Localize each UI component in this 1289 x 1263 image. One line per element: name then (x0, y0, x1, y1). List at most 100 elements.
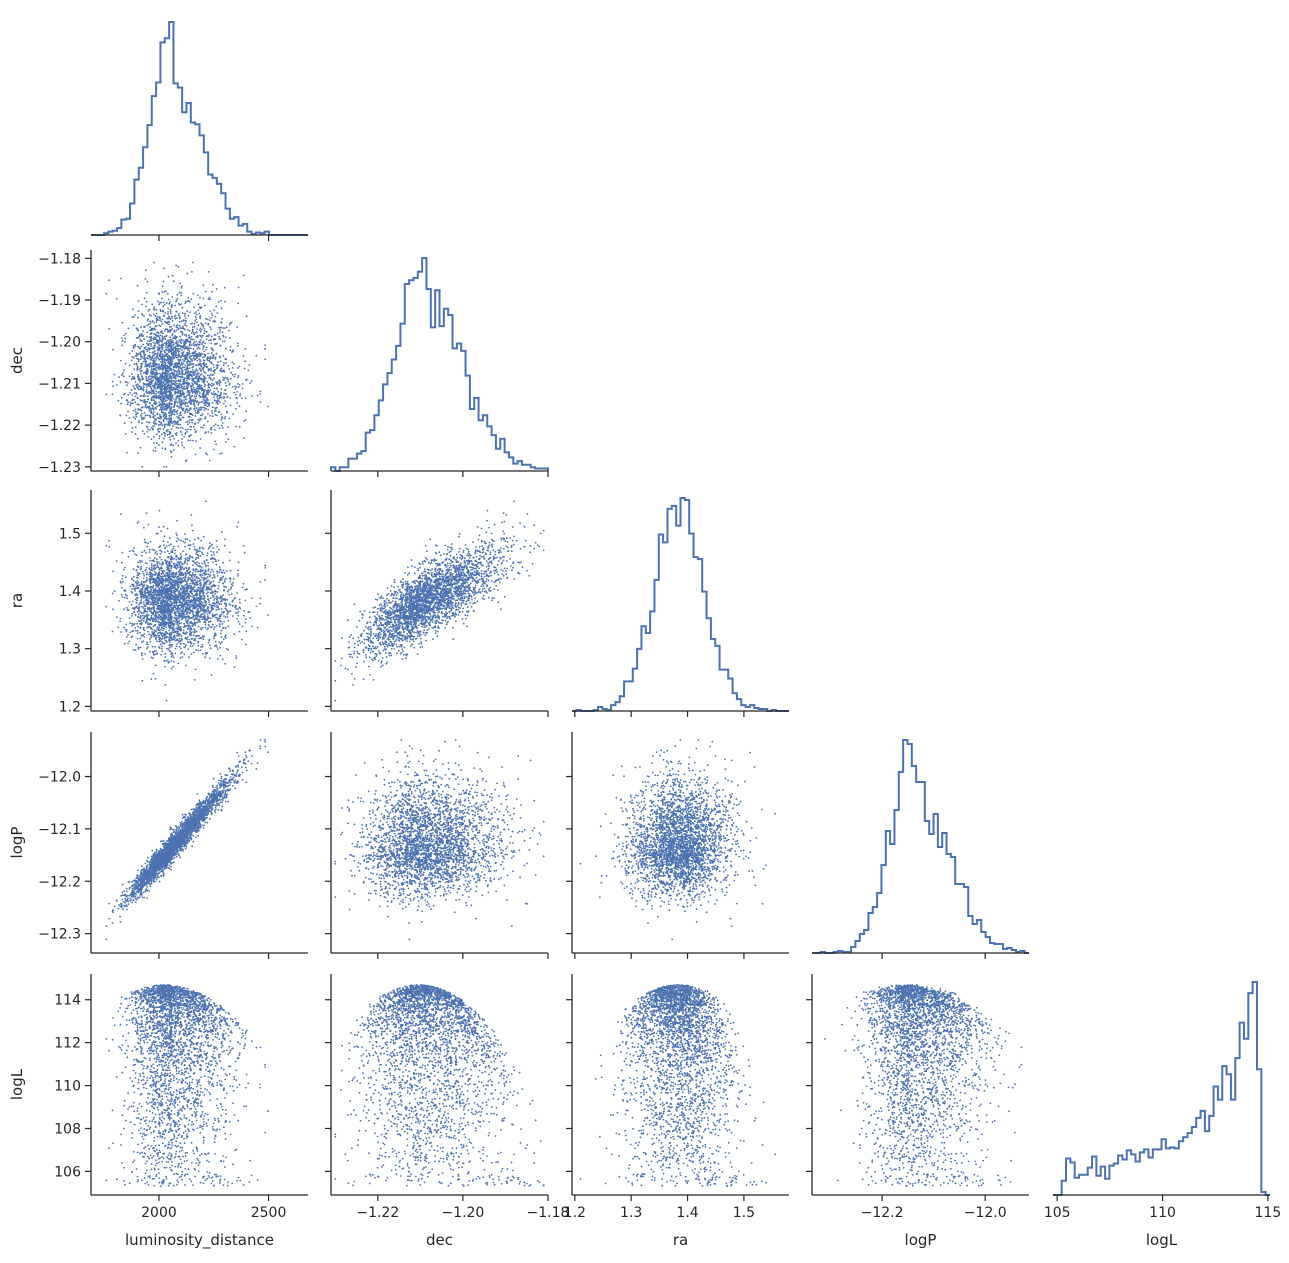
point-luminosity_distance-dec (147, 355, 149, 357)
point-luminosity_distance-dec (155, 333, 157, 335)
point-luminosity_distance-dec (142, 335, 144, 337)
point-luminosity_distance-dec (219, 397, 221, 399)
point-luminosity_distance-dec (221, 318, 223, 320)
point-luminosity_distance-dec (179, 292, 181, 294)
point-luminosity_distance-dec (216, 383, 218, 385)
point-luminosity_distance-ra (218, 585, 220, 587)
point-luminosity_distance-dec (146, 325, 148, 327)
point-luminosity_distance-dec (182, 376, 184, 378)
point-luminosity_distance-dec (146, 365, 148, 367)
point-luminosity_distance-dec (173, 356, 175, 358)
point-luminosity_distance-dec (158, 348, 160, 350)
point-luminosity_distance-dec (202, 348, 204, 350)
point-luminosity_distance-dec (190, 440, 192, 442)
point-luminosity_distance-ra (228, 589, 230, 591)
point-luminosity_distance-dec (138, 359, 140, 361)
point-luminosity_distance-ra (242, 626, 244, 628)
point-luminosity_distance-dec (198, 395, 200, 397)
point-luminosity_distance-dec (199, 447, 201, 449)
point-luminosity_distance-dec (209, 375, 211, 377)
point-luminosity_distance-dec (138, 385, 140, 387)
point-luminosity_distance-dec (162, 344, 164, 346)
point-luminosity_distance-dec (153, 322, 155, 324)
point-luminosity_distance-dec (150, 386, 152, 388)
point-luminosity_distance-dec (136, 393, 138, 395)
point-luminosity_distance-dec (214, 372, 216, 374)
point-luminosity_distance-dec (133, 410, 135, 412)
point-luminosity_distance-ra (149, 560, 151, 562)
point-luminosity_distance-dec (210, 317, 212, 319)
point-luminosity_distance-ra (259, 581, 261, 583)
point-luminosity_distance-dec (222, 422, 224, 424)
point-luminosity_distance-dec (206, 347, 208, 349)
point-luminosity_distance-dec (174, 391, 176, 393)
point-luminosity_distance-ra (193, 652, 195, 654)
point-luminosity_distance-dec (195, 318, 197, 320)
point-luminosity_distance-dec (214, 334, 216, 336)
point-luminosity_distance-dec (163, 438, 165, 440)
point-luminosity_distance-ra (206, 629, 208, 631)
point-luminosity_distance-dec (136, 413, 138, 415)
point-luminosity_distance-dec (187, 423, 189, 425)
point-luminosity_distance-dec (210, 370, 212, 372)
point-luminosity_distance-dec (188, 439, 190, 441)
point-luminosity_distance-dec (143, 382, 145, 384)
point-luminosity_distance-dec (138, 300, 140, 302)
point-luminosity_distance-ra (141, 581, 143, 583)
point-luminosity_distance-dec (151, 427, 153, 429)
point-luminosity_distance-dec (187, 360, 189, 362)
point-luminosity_distance-dec (208, 387, 210, 389)
point-luminosity_distance-dec (194, 403, 196, 405)
point-luminosity_distance-dec (155, 451, 157, 453)
point-luminosity_distance-dec (182, 320, 184, 322)
point-luminosity_distance-dec (171, 423, 173, 425)
point-luminosity_distance-dec (168, 316, 170, 318)
point-luminosity_distance-dec (161, 434, 163, 436)
point-luminosity_distance-dec (191, 332, 193, 334)
point-luminosity_distance-dec (260, 401, 262, 403)
point-luminosity_distance-dec (167, 424, 169, 426)
point-luminosity_distance-dec (198, 309, 200, 311)
point-luminosity_distance-dec (174, 348, 176, 350)
point-luminosity_distance-dec (215, 316, 217, 318)
point-luminosity_distance-dec (167, 370, 169, 372)
point-luminosity_distance-dec (127, 328, 129, 330)
point-luminosity_distance-dec (154, 343, 156, 345)
point-luminosity_distance-dec (212, 379, 214, 381)
point-luminosity_distance-dec (169, 439, 171, 441)
point-luminosity_distance-dec (131, 427, 133, 429)
point-luminosity_distance-dec (220, 413, 222, 415)
point-luminosity_distance-dec (159, 382, 161, 384)
point-luminosity_distance-dec (168, 390, 170, 392)
point-luminosity_distance-ra (223, 615, 225, 617)
point-luminosity_distance-ra (251, 626, 253, 628)
point-luminosity_distance-dec (151, 438, 153, 440)
point-luminosity_distance-ra (162, 630, 164, 632)
point-luminosity_distance-dec (194, 400, 196, 402)
point-luminosity_distance-dec (144, 327, 146, 329)
point-luminosity_distance-dec (229, 337, 231, 339)
point-luminosity_distance-dec (153, 425, 155, 427)
point-luminosity_distance-ra (181, 656, 183, 658)
point-luminosity_distance-dec (167, 398, 169, 400)
point-luminosity_distance-dec (179, 316, 181, 318)
point-luminosity_distance-dec (239, 393, 241, 395)
point-luminosity_distance-dec (180, 427, 182, 429)
point-luminosity_distance-dec (163, 409, 165, 411)
point-luminosity_distance-dec (186, 379, 188, 381)
point-luminosity_distance-dec (197, 346, 199, 348)
point-luminosity_distance-dec (177, 410, 179, 412)
point-luminosity_distance-dec (142, 406, 144, 408)
point-luminosity_distance-dec (152, 413, 154, 415)
point-luminosity_distance-dec (181, 320, 183, 322)
point-luminosity_distance-dec (126, 384, 128, 386)
point-luminosity_distance-dec (162, 447, 164, 449)
point-luminosity_distance-dec (166, 318, 168, 320)
point-luminosity_distance-dec (138, 421, 140, 423)
point-luminosity_distance-dec (114, 374, 116, 376)
point-luminosity_distance-dec (214, 441, 216, 443)
point-luminosity_distance-dec (259, 391, 261, 393)
point-luminosity_distance-dec (228, 368, 230, 370)
point-luminosity_distance-dec (199, 329, 201, 331)
point-luminosity_distance-dec (153, 372, 155, 374)
